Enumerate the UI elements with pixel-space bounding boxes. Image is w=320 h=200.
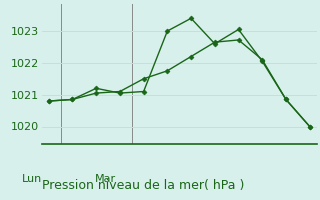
Text: Pression niveau de la mer( hPa ): Pression niveau de la mer( hPa ) [42, 179, 244, 192]
Text: Mar: Mar [95, 174, 116, 184]
Text: Lun: Lun [22, 174, 42, 184]
